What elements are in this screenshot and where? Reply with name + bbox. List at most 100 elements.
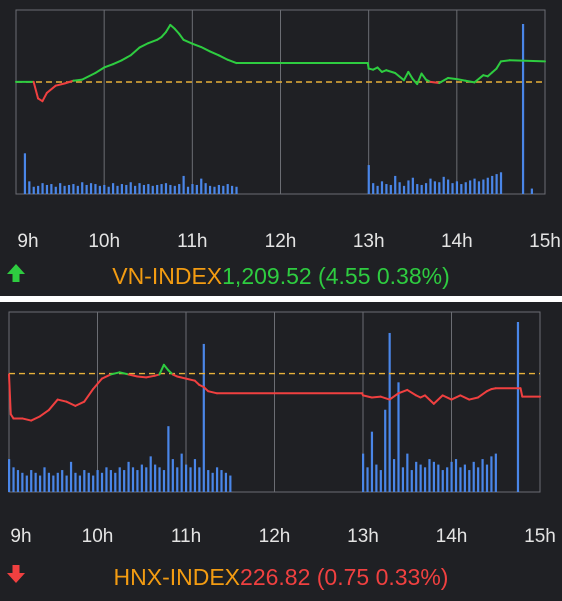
volume-bar [392,459,396,492]
volume-bar [185,464,188,492]
volume-bar [388,332,391,492]
volume-bar [63,185,66,194]
volume-bar [16,470,20,492]
volume-bar [437,464,440,492]
volume-bar [129,182,132,194]
index-value: 1,209.52 (4.55 0.38%) [222,263,450,289]
price-line-segment [432,394,444,405]
volume-bar [78,475,81,492]
price-line-segment [429,80,441,84]
price-line-segment [407,70,414,81]
volume-bar [171,459,174,492]
price-line-segment [111,59,123,66]
price-line-segment [164,23,172,34]
price-line-segment [45,84,57,94]
volume-bar [65,475,68,492]
price-line-segment [508,59,546,63]
volume-bar [145,467,148,492]
volume-bar [482,179,485,194]
volume-bar [103,184,106,194]
volume-bar [54,186,57,194]
volume-bar [69,461,73,492]
volume-bar [473,178,476,194]
price-line-segment [459,394,471,401]
volume-bar [37,185,40,194]
volume-bar [131,467,135,492]
volume-bar [30,470,33,492]
volume-bar [433,181,436,194]
volume-bar [451,183,454,194]
volume-bar [202,343,205,492]
price-line-segment [145,374,157,379]
volume-bar [224,472,228,492]
volume-bar [111,183,115,194]
volume-bar [85,184,88,194]
price-line-segment [200,46,211,53]
price-line-segment [30,415,41,422]
volume-bar [490,456,493,492]
price-line-segment [388,392,400,401]
volume-bar [375,464,378,492]
volume-bar [447,179,450,194]
volume-bar [380,181,384,194]
volume-bar [472,461,475,492]
volume-bar [142,184,146,194]
panel-divider [0,296,562,302]
volume-bar [450,461,453,492]
vn-index-caption: VN-INDEX 1,209.52 (4.55 0.38%) [0,263,562,290]
hnx-index-chart: 9h 10h 11h 12h 13h 14h 15h [8,311,556,547]
volume-bar [367,165,370,194]
volume-bar [169,184,172,194]
price-line-segment [406,388,418,397]
volume-bar [379,470,382,492]
volume-bar [94,184,97,194]
price-line-segment [136,375,148,379]
volume-bar [72,184,75,194]
volume-bar [530,188,533,194]
volume-bar [98,185,101,194]
volume-bar [424,183,428,194]
volume-bar [156,184,159,194]
price-line-segment [447,76,458,81]
volume-bar [468,470,471,492]
volume-bar [370,431,374,492]
volume-bar [455,181,459,194]
volume-bar [516,322,520,492]
volume-bar [402,185,406,194]
price-line-segment [207,390,218,395]
volume-bar [397,382,400,492]
price-line-segment [147,38,159,45]
volume-bar [118,467,121,492]
index-name: HNX-INDEX [113,564,241,590]
volume-bar [222,185,225,194]
price-line-segment [185,377,196,382]
volume-bar [32,186,35,194]
price-line-segment [100,373,112,380]
volume-bar [407,180,410,194]
volume-bar [186,186,190,194]
price-line-segment [450,394,462,401]
price-line-segment [176,375,187,380]
vn-index-chart: 9h 10h 11h 12h 13h 14h 15h [15,9,561,252]
price-line-segment [120,54,132,62]
price-line-segment [423,394,435,405]
volume-bar [164,183,168,194]
volume-bar [231,185,234,194]
volume-bar [406,453,409,492]
price-line-segment [519,387,524,398]
volume-bar [499,172,503,194]
volume-bar [162,470,166,492]
volume-bar [204,183,207,194]
volume-bar [43,467,46,492]
volume-bar [182,175,185,194]
volume-bar [176,467,179,492]
volume-bar [107,186,110,194]
down-arrow-icon [7,565,25,583]
price-line-segment [178,32,185,41]
volume-bar [67,184,71,194]
volume-bar [167,426,170,492]
price-line-segment [63,79,75,85]
volume-bar [52,475,55,492]
volume-bar [50,184,53,194]
volume-bar [481,459,484,492]
